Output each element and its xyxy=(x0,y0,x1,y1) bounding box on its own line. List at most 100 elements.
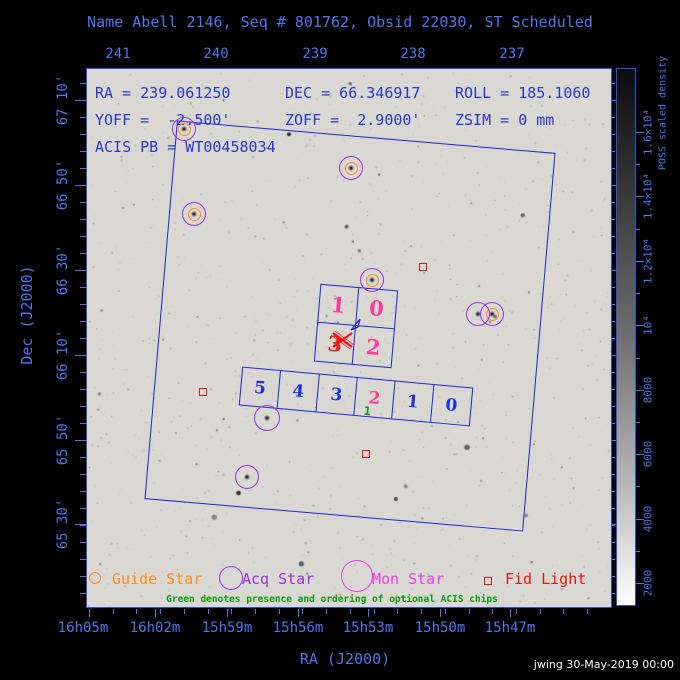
fid-light-legend-label: Fid Light xyxy=(505,570,587,588)
dec-label: 67 10' xyxy=(55,74,71,126)
axis-tick xyxy=(440,609,441,617)
axis-tick xyxy=(80,287,86,288)
aimpoint-arrow-icon xyxy=(350,318,361,331)
axis-tick xyxy=(636,325,644,327)
guide-star-marker xyxy=(187,207,201,221)
axis-tick xyxy=(80,355,86,356)
ra-time-label: 15h50m xyxy=(414,620,466,636)
axis-tick xyxy=(207,609,209,614)
axis-tick xyxy=(636,550,640,552)
ra-time-label: 15h56m xyxy=(272,620,324,636)
mon-star-legend-label: Mon Star xyxy=(372,570,445,588)
acq-star-marker xyxy=(172,117,196,141)
dec-axis-title: Dec (J2000) xyxy=(18,265,36,365)
pointing-info: RA = 239.061250 DEC = 66.346917 ROLL = 1… xyxy=(87,69,611,607)
axis-tick xyxy=(302,609,304,614)
axis-tick xyxy=(80,185,86,186)
axis-tick xyxy=(349,609,351,614)
axis-tick xyxy=(612,372,615,373)
ra-time-label: 16h02m xyxy=(129,620,181,636)
colorbar-value-label: 1.6×10⁴ xyxy=(641,108,655,156)
axis-tick xyxy=(368,609,369,617)
dec-label: 65 50' xyxy=(55,414,71,466)
axis-tick xyxy=(612,593,615,594)
colorbar-value-label: 10⁴ xyxy=(641,315,655,335)
axis-tick xyxy=(136,609,138,614)
axis-tick xyxy=(636,260,644,262)
axis-tick xyxy=(612,287,615,288)
fid-light-marker xyxy=(419,263,427,271)
axis-tick xyxy=(80,236,86,237)
axis-tick xyxy=(80,202,86,203)
axis-tick xyxy=(539,609,541,614)
axis-tick xyxy=(612,304,615,305)
axis-tick xyxy=(278,609,280,614)
axis-tick xyxy=(612,491,615,492)
plot-title: Name Abell 2146, Seq # 801762, Obsid 220… xyxy=(87,13,593,31)
fid-light-marker xyxy=(362,450,370,458)
guide-star-marker xyxy=(344,161,358,175)
acq-star-marker xyxy=(466,302,490,326)
axis-tick xyxy=(612,576,615,577)
axis-tick xyxy=(636,293,640,295)
axis-tick xyxy=(612,134,615,135)
axis-tick xyxy=(80,83,86,84)
aimpoint-x-marker xyxy=(330,330,355,350)
axis-tick xyxy=(636,454,644,456)
axis-tick xyxy=(80,440,86,441)
axis-tick xyxy=(612,508,615,509)
sky-field: 1 0 3 2 5 4 3 2 1 1 0 RA = 239.061250 xyxy=(86,68,612,608)
axis-tick xyxy=(612,525,615,526)
axis-tick xyxy=(612,202,615,203)
axis-tick xyxy=(112,609,114,614)
axis-tick xyxy=(80,593,86,594)
dec-label: 66 30' xyxy=(55,244,71,296)
axis-tick xyxy=(468,609,470,614)
axis-tick xyxy=(80,117,86,118)
credit-timestamp: jwing 30-May-2019 00:00 xyxy=(533,658,674,671)
axis-tick xyxy=(80,389,86,390)
axis-tick xyxy=(612,355,615,356)
axis-tick xyxy=(80,491,86,492)
axis-tick xyxy=(612,117,615,118)
axis-tick xyxy=(75,524,86,525)
axis-tick xyxy=(80,508,86,509)
axis-tick xyxy=(612,389,615,390)
axis-tick xyxy=(563,609,565,614)
guide-star-marker xyxy=(177,122,191,136)
axis-tick xyxy=(80,134,86,135)
colorbar-value-label: 1.2×10⁴ xyxy=(641,237,655,285)
axis-tick xyxy=(612,440,615,441)
ra-axis-title: RA (J2000) xyxy=(299,650,391,668)
axis-tick xyxy=(636,486,640,488)
ra-time-label: 15h47m xyxy=(484,620,536,636)
axis-tick xyxy=(612,474,615,475)
axis-tick xyxy=(612,219,615,220)
axis-tick xyxy=(612,542,615,543)
axis-tick xyxy=(155,609,156,617)
dec-label: 66 10' xyxy=(55,329,71,381)
colorbar-value-label: 1.4×10⁴ xyxy=(641,172,655,220)
acq-star-legend-label: Acq Star xyxy=(242,570,315,588)
axis-tick xyxy=(612,423,615,424)
axis-tick xyxy=(80,576,86,577)
axis-tick xyxy=(255,609,257,614)
axis-tick xyxy=(612,100,615,101)
axis-tick xyxy=(612,524,617,525)
axis-tick xyxy=(444,609,446,614)
axis-tick xyxy=(80,219,86,220)
info-zsim: ZSIM = 0 mm xyxy=(455,111,555,129)
guide-star-legend-label: Guide Star xyxy=(112,570,203,588)
axis-tick xyxy=(636,357,640,359)
axis-tick xyxy=(612,236,615,237)
ra-degree-label: 238 xyxy=(400,46,426,62)
axis-tick xyxy=(636,164,640,166)
mon-star-legend-icon xyxy=(341,560,373,592)
axis-tick xyxy=(80,457,86,458)
guide-star-marker xyxy=(365,273,379,287)
axis-tick xyxy=(80,559,86,560)
guide-star-legend-icon xyxy=(89,572,101,584)
axis-tick xyxy=(515,609,517,614)
info-dec: DEC = 66.346917 xyxy=(285,84,421,102)
